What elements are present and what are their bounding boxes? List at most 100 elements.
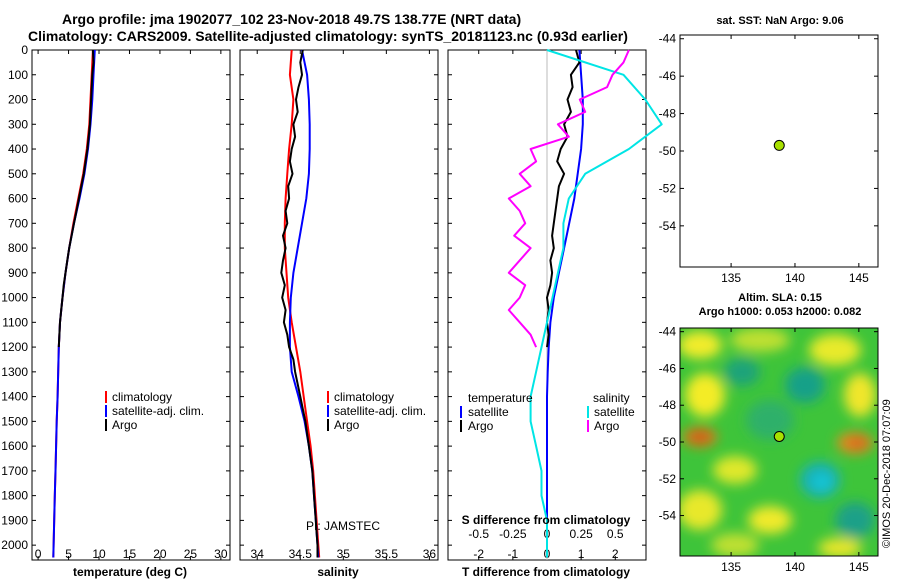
sst-map-float-location [773,139,785,151]
sst-map-x-tick-label: 140 [785,271,805,285]
sst-map-title: sat. SST: NaN Argo: 9.06 [716,15,843,27]
sst-map-y-tick-label: -44 [659,32,677,46]
depth-tick-label: 1400 [1,390,28,404]
legend-label-satellite: satellite-adj. clim. [112,404,204,418]
sst-map-y-tick-label: -52 [659,181,677,195]
difference-salinity-tick-label: 0.5 [607,527,624,541]
depth-tick-label: 900 [8,266,28,280]
sla-patch [680,331,722,359]
temperature-x-tick-label: 20 [153,547,167,561]
sla-map-float-location [773,430,785,442]
depth-tick-label: 200 [8,93,28,107]
depth-tick-label: 1700 [1,464,28,478]
header-line-1: Argo profile: jma 1902077_102 23-Nov-201… [62,11,521,27]
sla-patch [680,490,722,530]
legend-label-sal-argo: Argo [594,419,620,433]
sla-patch [711,533,759,556]
salinity-plot: 34 34.5 35 35.5 36 [251,49,436,561]
sla-map-y-tick-label: -52 [659,472,677,486]
temperature-legend: climatology satellite-adj. clim. Argo [105,390,204,432]
depth-axis: 0 100 200 300 400 500 600 700 800 900 1000 1100 1200… [1,43,646,552]
sst-map-frame [679,34,879,268]
sla-map-y-tick-label: -44 [659,325,677,339]
sst-map-y-tick-label: -48 [659,107,677,121]
sla-patch [748,506,792,534]
credit-text: ©IMOS 20-Dec-2018 07:07:09 [881,399,893,548]
difference-salinity-tick-label: 0.25 [569,527,593,541]
depth-tick-label: 1200 [1,340,28,354]
difference-xlabel: T difference from climatology [462,565,630,579]
sla-patch [730,328,790,352]
sla-patch [746,400,794,440]
difference-xlabel-salinity: S difference from climatology [462,513,631,527]
sla-patch [844,373,876,417]
difference-sal-satellite-line [529,49,663,558]
legend-label-argo: Argo [112,418,138,432]
depth-tick-label: 400 [8,142,28,156]
sst-map-y-tick-label: -54 [659,219,677,233]
depth-tick-label: 700 [8,216,28,230]
temperature-x-tick-label: 30 [214,547,228,561]
depth-tick-label: 0 [21,43,28,57]
depth-tick-label: 1100 [2,315,28,329]
temperature-x-tick-label: 25 [184,547,198,561]
temperature-x-tick-label: 15 [123,547,137,561]
depth-tick-label: 1900 [1,513,28,527]
legend-label-temp-satellite: satellite [468,405,509,419]
temperature-x-tick-label: 10 [92,547,106,561]
difference-temp-argo-line [546,49,581,348]
sla-patch [690,431,710,443]
depth-tick-label: 1800 [1,489,28,503]
sla-map-x-tick-label: 145 [849,560,869,574]
depth-tick-label: 2000 [1,538,28,552]
sla-patch [809,334,861,366]
legend-label-sal-satellite: satellite [594,405,635,419]
difference-x-tick-label: -2 [473,547,484,561]
legend-label-climatology: climatology [334,390,394,404]
sla-patch [812,474,832,490]
salinity-x-tick-label: 35.5 [375,547,399,561]
sst-map-x-tick-label: 135 [721,271,741,285]
difference-temp-satellite-line [546,49,584,558]
depth-tick-label: 300 [8,117,28,131]
temperature-climatology-line [52,49,94,558]
salinity-panel-frame [239,49,439,561]
salinity-x-tick-label: 34.5 [289,547,313,561]
sst-map-x-tick-label: 145 [849,271,869,285]
sla-map-x-tick-label: 140 [785,560,805,574]
difference-x-tick-label: 2 [612,547,619,561]
sla-patch [848,437,868,449]
sla-patch [685,373,725,417]
sla-map-axes: 135 140 145 -44 -46 -48 -50 -52 -54 [659,325,878,574]
legend-title-temperature: temperature [468,391,533,405]
sla-field [680,328,876,556]
legend-title-salinity: salinity [593,391,630,405]
sla-map-y-tick-label: -46 [659,361,677,375]
legend-label-argo: Argo [334,418,360,432]
sla-map-title-2: Argo h1000: 0.053 h2000: 0.082 [699,306,862,318]
sla-map-x-tick-label: 135 [721,560,741,574]
difference-legend-salinity: salinity satellite Argo [587,391,635,433]
depth-tick-label: 1600 [1,439,28,453]
sla-map-y-tick-label: -48 [659,398,677,412]
legend-label-satellite: satellite-adj. clim. [334,404,426,418]
sla-map-y-tick-label: -54 [659,509,677,523]
salinity-legend: climatology satellite-adj. clim. Argo [327,390,426,432]
difference-plot: -2-1012-0.5-0.2500.250.5 [468,49,663,561]
difference-legend-temperature: temperature satellite Argo [460,391,533,433]
salinity-argo-line [280,49,319,558]
sla-patch [724,358,760,386]
depth-tick-label: 1500 [1,414,28,428]
depth-tick-label: 800 [8,241,28,255]
legend-label-climatology: climatology [112,390,172,404]
sst-map: 135 140 145 -44 -46 -48 -50 -52 -54 [659,32,878,285]
depth-tick-label: 1000 [1,291,28,305]
sla-heatmap [680,328,878,556]
depth-tick-label: 1300 [1,365,28,379]
depth-tick-label: 600 [8,192,28,206]
difference-x-tick-label: -1 [508,547,519,561]
pi-annotation: PI: JAMSTEC [306,519,380,533]
difference-salinity-tick-label: -0.5 [468,527,489,541]
sst-map-y-tick-label: -50 [659,144,677,158]
